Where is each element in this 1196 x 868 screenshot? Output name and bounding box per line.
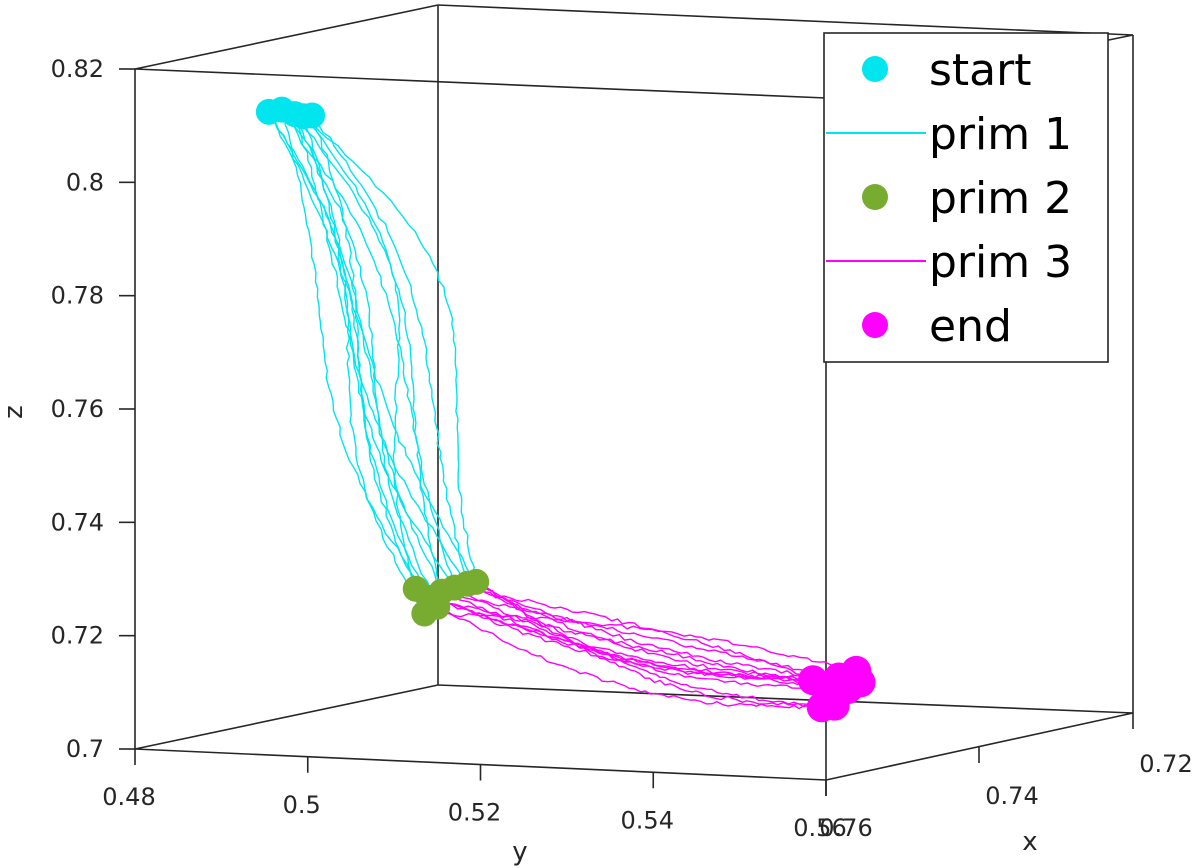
- legend-marker-start: [862, 56, 888, 82]
- prim2-point: [411, 600, 438, 627]
- z-tick-label: 0.7: [66, 735, 104, 763]
- prim1-trajectory: [293, 114, 442, 592]
- prim3-trajectory: [423, 612, 858, 672]
- prim3-trajectories: [414, 581, 861, 710]
- y-tick-label: 0.48: [102, 783, 155, 811]
- end-point: [841, 655, 872, 686]
- prim1-trajectory: [303, 116, 476, 581]
- prim1-trajectory: [312, 114, 469, 584]
- z-tick-label: 0.72: [51, 622, 104, 650]
- back-top-edge: [437, 4, 1134, 36]
- z-tick-label: 0.8: [66, 168, 104, 196]
- legend-label: prim 2: [929, 173, 1072, 224]
- prim1-trajectory: [310, 115, 429, 598]
- z-tick-label: 0.82: [51, 55, 104, 83]
- prim3-trajectory: [475, 582, 835, 708]
- x-tick-label: 0.76: [819, 814, 872, 842]
- x-tick-label: 0.74: [985, 782, 1038, 810]
- prim1-trajectories: [267, 108, 477, 615]
- markers: [255, 96, 876, 723]
- legend-marker-end: [862, 312, 888, 338]
- floor-back-edge: [437, 684, 1134, 714]
- prim1-trajectory: [295, 112, 470, 584]
- legend-label: prim 3: [929, 237, 1072, 288]
- prim1-trajectory: [292, 112, 426, 615]
- prim1-trajectory: [281, 109, 456, 587]
- z-tick-label: 0.74: [51, 508, 104, 536]
- z-axis-label: z: [0, 405, 29, 419]
- prim1-trajectory: [267, 110, 416, 589]
- legend: start prim 1 prim 2 prim 3 end: [823, 32, 1109, 363]
- prim3-trajectory: [467, 582, 860, 685]
- top-left-edge: [134, 4, 439, 70]
- prim3-trajectory: [428, 595, 828, 687]
- prim1-trajectory: [280, 110, 437, 609]
- y-tick-label: 0.52: [448, 799, 501, 827]
- prim1-trajectory: [304, 115, 416, 588]
- axis-ticks: 0.7 0.72 0.74 0.76 0.78 0.8 0.82 0.48 0.5 0.52 0.5…: [51, 55, 1193, 842]
- prim2-point: [463, 568, 490, 595]
- prim1-trajectory: [269, 112, 443, 591]
- x-axis-label: x: [1022, 827, 1037, 857]
- legend-label: start: [929, 45, 1031, 96]
- x-tick-label: 0.72: [1139, 750, 1192, 778]
- legend-label: end: [929, 301, 1012, 352]
- prim1-trajectory: [301, 115, 455, 588]
- legend-marker-prim-2: [862, 184, 888, 210]
- prim3-trajectory: [427, 596, 826, 689]
- x-axis-line: [825, 712, 1134, 781]
- y-tick-label: 0.5: [283, 791, 321, 819]
- prim3-trajectory: [441, 590, 840, 679]
- prim3-trajectory: [440, 591, 841, 680]
- end-point: [806, 692, 837, 723]
- prim3-trajectory: [467, 581, 861, 683]
- start-point: [299, 102, 326, 129]
- z-tick-label: 0.78: [51, 282, 104, 310]
- y-tick-label: 0.54: [621, 806, 674, 834]
- prim3-trajectory: [436, 607, 823, 710]
- z-tick-label: 0.76: [51, 395, 104, 423]
- front-top-edge: [134, 68, 827, 99]
- legend-label: prim 1: [929, 109, 1072, 160]
- floor-left-edge: [134, 684, 439, 750]
- y-axis-label: y: [512, 837, 527, 867]
- prim3-trajectory: [454, 585, 848, 692]
- y-tick-label: 0.56: [793, 814, 846, 842]
- prim1-trajectory: [280, 108, 429, 598]
